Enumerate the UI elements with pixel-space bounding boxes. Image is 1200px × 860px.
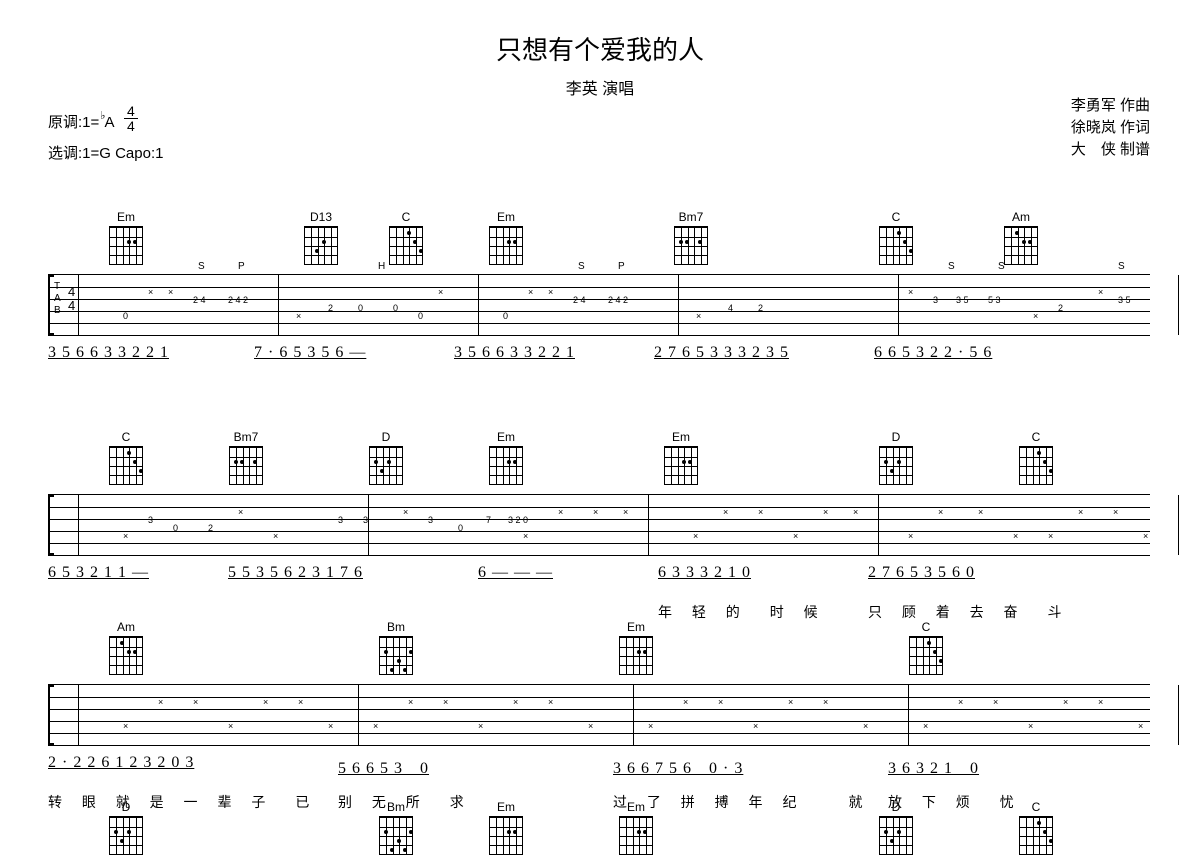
chord-diagram: Am bbox=[108, 620, 144, 675]
chord-diagram: C bbox=[108, 430, 144, 485]
chord-diagram: D bbox=[878, 430, 914, 485]
chord-diagram: D bbox=[108, 800, 144, 855]
chord-diagram: C bbox=[388, 210, 424, 265]
chord-diagram: Am bbox=[1003, 210, 1039, 265]
chord-diagram: Em bbox=[488, 430, 524, 485]
chord-diagram: Bm bbox=[378, 620, 414, 675]
chord-diagram: Bm7 bbox=[673, 210, 709, 265]
chord-diagram: Em bbox=[618, 620, 654, 675]
tab-clef: TAB bbox=[54, 281, 61, 317]
chord-diagram: C bbox=[878, 210, 914, 265]
chord-diagram: C bbox=[1018, 800, 1054, 855]
system-2: CBm7DEmEmDC ×302××33×3073 2 0×××××××××××… bbox=[48, 430, 1150, 622]
chord-diagram: Em bbox=[488, 800, 524, 855]
performer: 李英 演唱 bbox=[50, 75, 1150, 99]
chord-diagram: Em bbox=[488, 210, 524, 265]
chord-diagram: Em bbox=[618, 800, 654, 855]
system-4: D Bm Em Em D C bbox=[48, 800, 1150, 860]
chord-diagram: D bbox=[368, 430, 404, 485]
chord-diagram: D13 bbox=[303, 210, 339, 265]
system-3: AmBmEmC ×××××××××××××××××××××××××××× 2 ·… bbox=[48, 620, 1150, 812]
chord-diagram: Em bbox=[663, 430, 699, 485]
chord-diagram: C bbox=[1018, 430, 1054, 485]
chord-diagram: Bm bbox=[378, 800, 414, 855]
key-info: 原调:1=♭A 44 选调:1=G Capo:1 bbox=[48, 100, 163, 169]
chord-diagram: Em bbox=[108, 210, 144, 265]
chord-diagram: Bm7 bbox=[228, 430, 264, 485]
system-1: EmD13CEmBm7CAm TAB 44 0××2 42 4 2×2000×0… bbox=[48, 210, 1150, 376]
credits: 李勇军 作曲 徐晓岚 作词 大 侠 制谱 bbox=[1071, 95, 1150, 161]
song-title: 只想有个爱我的人 bbox=[50, 30, 1150, 67]
chord-diagram: D bbox=[878, 800, 914, 855]
chord-diagram: C bbox=[908, 620, 944, 675]
